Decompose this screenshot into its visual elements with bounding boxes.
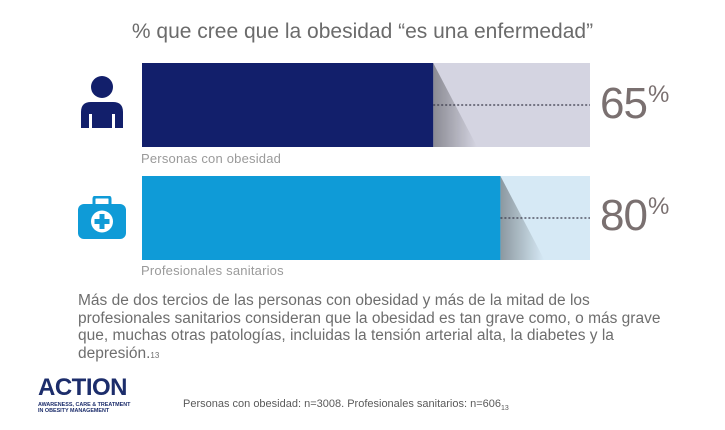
body-reference: 13 (150, 350, 160, 360)
logo-tagline: AWARENESS, CARE & TREATMENT IN OBESITY M… (38, 402, 131, 415)
category-label-personas: Personas con obesidad (141, 151, 282, 166)
value-label-profesionales: 80% (600, 191, 669, 240)
value-label-personas: 65% (600, 79, 669, 128)
category-label-profesionales: Profesionales sanitarios (141, 263, 284, 278)
chart-title: % que cree que la obesidad “es una enfer… (131, 20, 594, 43)
body-paragraph: Más de dos tercios de las personas con o… (78, 292, 661, 362)
medical-kit-icon (78, 196, 126, 239)
action-logo: ACTION AWARENESS, CARE & TREATMENT IN OB… (38, 374, 131, 415)
bar-profesionales (142, 176, 501, 260)
footnote-reference: 13 (501, 405, 509, 413)
sample-size-footnote: Personas con obesidad: n=3008. Profesion… (183, 398, 509, 413)
bar-personas (142, 63, 434, 147)
person-icon (81, 76, 123, 128)
bar-shadow-profesionales (500, 176, 545, 260)
logo-word: ACTION (38, 374, 128, 401)
